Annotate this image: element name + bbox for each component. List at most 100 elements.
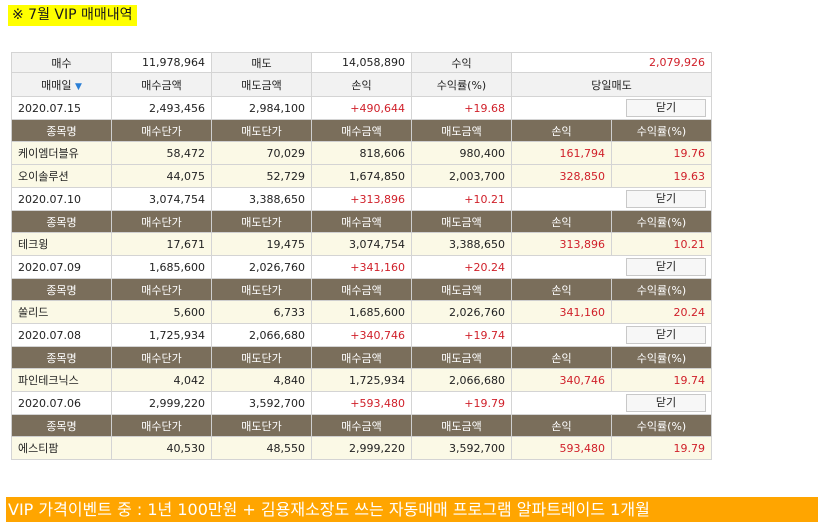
stock-rate: 19.74: [610, 368, 713, 392]
stock-header-cell: 종목명: [11, 210, 112, 233]
sort-down-icon[interactable]: ▼: [74, 81, 82, 92]
stock-sell-price: 4,840: [211, 368, 312, 392]
close-button[interactable]: 닫기: [626, 99, 707, 117]
summary-sell-value: 14,058,890: [311, 52, 412, 73]
stock-sell-price: 19,475: [211, 232, 312, 256]
day-buy-amount: 2,493,456: [111, 96, 212, 120]
stock-row[interactable]: 테크윙 17,671 19,475 3,074,754 3,388,650 313,896…: [11, 232, 713, 256]
stock-buy-amount: 1,674,850: [311, 164, 412, 188]
stock-buy-amount: 3,074,754: [311, 232, 412, 256]
day-sell-amount: 2,066,680: [211, 323, 312, 347]
header-pnl[interactable]: 손익: [311, 72, 412, 97]
header-sell-amount[interactable]: 매도금액: [211, 72, 312, 97]
stock-header-row: 종목명 매수단가 매도단가 매수금액 매도금액 손익 수익률(%): [11, 210, 713, 233]
stock-pnl: 593,480: [511, 436, 612, 460]
day-pnl: +490,644: [311, 96, 412, 120]
day-row[interactable]: 2020.07.09 1,685,600 2,026,760 +341,160 +20.…: [11, 255, 713, 279]
stock-name: 테크윙: [11, 232, 112, 256]
stock-header-cell: 종목명: [11, 346, 112, 369]
close-button[interactable]: 닫기: [626, 394, 707, 412]
day-close-cell: 닫기: [510, 255, 713, 279]
stock-header-cell: 종목명: [11, 119, 112, 142]
stock-header-cell: 매수금액: [311, 414, 412, 437]
header-buy-amount[interactable]: 매수금액: [111, 72, 212, 97]
header-same-day-sell[interactable]: 당일매도: [510, 72, 713, 97]
stock-header-row: 종목명 매수단가 매도단가 매수금액 매도금액 손익 수익률(%): [11, 414, 713, 437]
stock-row[interactable]: 파인테크닉스 4,042 4,840 1,725,934 2,066,680 340,74…: [11, 368, 713, 392]
day-pnl: +340,746: [311, 323, 412, 347]
stock-header-cell: 매도금액: [411, 119, 512, 142]
day-row[interactable]: 2020.07.10 3,074,754 3,388,650 +313,896 +10.…: [11, 187, 713, 211]
stock-header-cell: 손익: [511, 119, 612, 142]
stock-header-cell: 매도단가: [211, 210, 312, 233]
summary-profit-value: 2,079,926: [510, 52, 713, 73]
stock-header-cell: 매도금액: [411, 278, 512, 301]
stock-header-cell: 매도단가: [211, 119, 312, 142]
day-row[interactable]: 2020.07.08 1,725,934 2,066,680 +340,746 +19.…: [11, 323, 713, 347]
stock-pnl: 341,160: [511, 300, 612, 324]
day-row[interactable]: 2020.07.15 2,493,456 2,984,100 +490,644 +19.…: [11, 96, 713, 120]
stock-header-cell: 매도단가: [211, 414, 312, 437]
stock-header-row: 종목명 매수단가 매도단가 매수금액 매도금액 손익 수익률(%): [11, 119, 713, 142]
stock-header-cell: 매도단가: [211, 278, 312, 301]
header-rate[interactable]: 수익률(%): [411, 72, 512, 97]
day-buy-amount: 1,725,934: [111, 323, 212, 347]
summary-sell-label: 매도: [211, 52, 312, 73]
stock-row[interactable]: 쏠리드 5,600 6,733 1,685,600 2,026,760 341,160 20…: [11, 300, 713, 324]
stock-sell-amount: 2,026,760: [411, 300, 512, 324]
stock-rate: 20.24: [610, 300, 713, 324]
day-rate: +19.79: [411, 391, 512, 415]
stock-pnl: 340,746: [511, 368, 612, 392]
summary-row: 매수 11,978,964 매도 14,058,890 수익 2,079,926: [11, 52, 713, 73]
day-sell-amount: 3,388,650: [211, 187, 312, 211]
stock-rate: 19.76: [610, 141, 713, 165]
stock-header-cell: 매도금액: [411, 346, 512, 369]
day-date: 2020.07.10: [11, 187, 112, 211]
day-buy-amount: 1,685,600: [111, 255, 212, 279]
summary-buy-value: 11,978,964: [111, 52, 212, 73]
promo-banner[interactable]: VIP 가격이벤트 중 : 1년 100만원 + 김용재소장도 쓰는 자동매매 …: [6, 497, 818, 522]
close-button[interactable]: 닫기: [626, 190, 707, 208]
close-button[interactable]: 닫기: [626, 258, 707, 276]
header-date[interactable]: 매매일 ▼: [11, 72, 112, 97]
stock-header-row: 종목명 매수단가 매도단가 매수금액 매도금액 손익 수익률(%): [11, 278, 713, 301]
stock-row[interactable]: 오이솔루션 44,075 52,729 1,674,850 2,003,700 328,8…: [11, 164, 713, 188]
page-title: ※ 7월 VIP 매매내역: [8, 5, 137, 26]
stock-header-cell: 수익률(%): [610, 119, 713, 142]
stock-sell-price: 6,733: [211, 300, 312, 324]
stock-buy-price: 5,600: [111, 300, 212, 324]
stock-header-cell: 매도금액: [411, 414, 512, 437]
stock-header-cell: 수익률(%): [610, 414, 713, 437]
day-buy-amount: 2,999,220: [111, 391, 212, 415]
day-pnl: +341,160: [311, 255, 412, 279]
stock-header-cell: 손익: [511, 210, 612, 233]
stock-name: 에스티팜: [11, 436, 112, 460]
stock-name: 쏠리드: [11, 300, 112, 324]
stock-header-cell: 수익률(%): [610, 346, 713, 369]
stock-row[interactable]: 에스티팜 40,530 48,550 2,999,220 3,592,700 593,48…: [11, 436, 713, 460]
stock-header-cell: 매도단가: [211, 346, 312, 369]
stock-sell-amount: 2,066,680: [411, 368, 512, 392]
close-button[interactable]: 닫기: [626, 326, 707, 344]
stock-row[interactable]: 케이엠더블유 58,472 70,029 818,606 980,400 161,794 1…: [11, 141, 713, 165]
stock-sell-amount: 3,592,700: [411, 436, 512, 460]
stock-buy-price: 58,472: [111, 141, 212, 165]
day-sell-amount: 2,984,100: [211, 96, 312, 120]
stock-rate: 19.79: [610, 436, 713, 460]
day-row[interactable]: 2020.07.06 2,999,220 3,592,700 +593,480 +19.…: [11, 391, 713, 415]
day-pnl: +593,480: [311, 391, 412, 415]
summary-buy-label: 매수: [11, 52, 112, 73]
summary-profit-label: 수익: [411, 52, 512, 73]
stock-header-cell: 매수금액: [311, 346, 412, 369]
stock-header-cell: 매수금액: [311, 278, 412, 301]
day-rate: +10.21: [411, 187, 512, 211]
stock-buy-price: 4,042: [111, 368, 212, 392]
stock-rate: 10.21: [610, 232, 713, 256]
stock-sell-price: 70,029: [211, 141, 312, 165]
stock-buy-price: 17,671: [111, 232, 212, 256]
stock-sell-amount: 3,388,650: [411, 232, 512, 256]
day-close-cell: 닫기: [510, 96, 713, 120]
stock-buy-price: 44,075: [111, 164, 212, 188]
stock-pnl: 161,794: [511, 141, 612, 165]
stock-name: 케이엠더블유: [11, 141, 112, 165]
